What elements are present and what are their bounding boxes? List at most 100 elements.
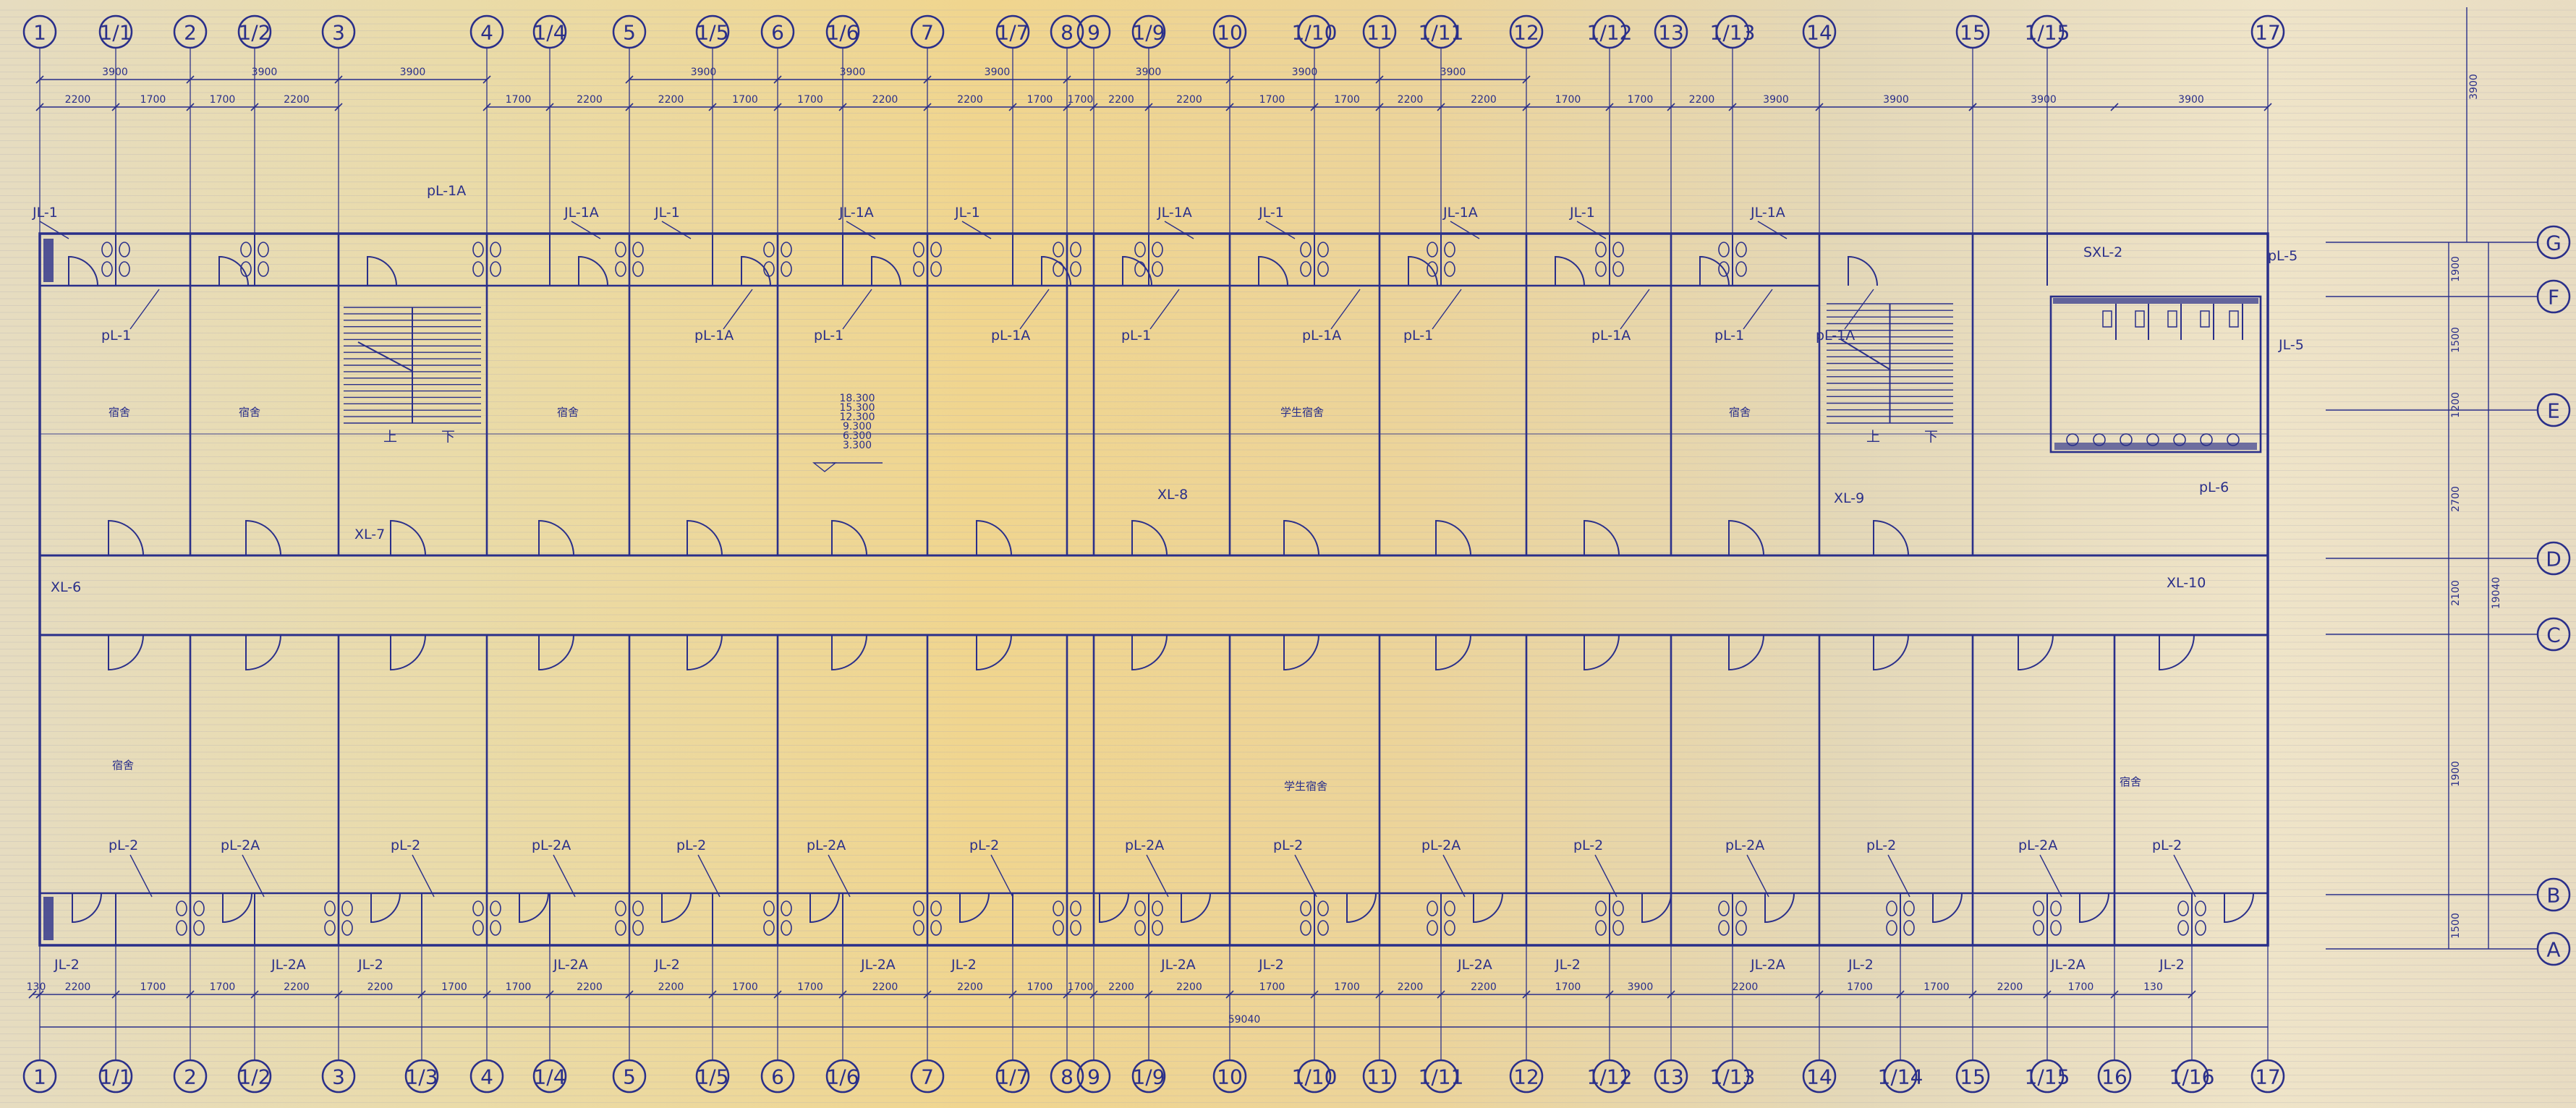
leader-line	[412, 854, 435, 898]
stair-mark-up: 上	[383, 429, 397, 445]
tag-bottom-pl: pL-2	[969, 838, 999, 853]
axis-label-top: 17	[2255, 21, 2281, 45]
leader-line	[571, 221, 601, 239]
dim-tick	[773, 75, 782, 84]
axis-label-top: 1/13	[1710, 21, 1756, 45]
toilet-icon	[763, 920, 775, 936]
axis-label-bottom: 1/1	[99, 1065, 132, 1089]
toilet-icon	[2177, 900, 2189, 916]
axis-label-row: B	[2546, 884, 2560, 908]
dim-tick	[2110, 103, 2119, 111]
dim-right-value: 1200	[2450, 392, 2462, 418]
leader-line	[990, 854, 1013, 898]
tag-top-pl: pL-1A	[694, 328, 734, 344]
tag-top-jl: JL-1	[1258, 205, 1284, 221]
dim-total-value: 59040	[1228, 1014, 1261, 1026]
dim-bottom-sub-value: 2200	[1471, 981, 1497, 993]
dim-tick	[334, 103, 343, 111]
dim-top-sub-value: 1700	[1555, 94, 1581, 106]
door-swing	[1873, 634, 1909, 671]
toilet-icon	[763, 900, 775, 916]
stair-left	[344, 307, 481, 424]
axis-label-top: 1/1	[99, 21, 132, 45]
tag-bottom-jl: JL-2A	[1160, 957, 1196, 973]
dim-tick	[545, 990, 554, 999]
door-swing	[390, 634, 426, 671]
toilet-icon	[2195, 920, 2206, 936]
tag-top-jl: JL-1A	[838, 205, 874, 221]
room-label-bottom-center: 学生宿舍	[1284, 780, 1327, 793]
dim-right-value: 2100	[2450, 580, 2462, 606]
toilet-icon	[258, 242, 269, 257]
tag-bottom-jl: JL-2	[654, 957, 680, 973]
door-swing	[1181, 892, 1211, 924]
door-swing	[831, 634, 867, 671]
axis-label-top: 9	[1087, 21, 1100, 45]
axis-label-bottom: 1/12	[1587, 1065, 1633, 1089]
toilet-icon	[176, 900, 187, 916]
dim-top-sub-value: 2200	[65, 94, 91, 106]
toilet-icon	[341, 920, 353, 936]
leader-line	[1844, 289, 1874, 330]
toilet-icon	[913, 920, 924, 936]
axis-label-bottom: 1/5	[696, 1065, 728, 1089]
room-label-bottom-right: 宿舍	[2120, 775, 2141, 788]
leader-line	[553, 854, 576, 898]
tag-bottom-pl: pL-2A	[532, 838, 571, 853]
tag-bottom-pl: pL-2	[1866, 838, 1896, 853]
toilet-icon	[2200, 310, 2210, 328]
leader-line	[129, 854, 153, 898]
toilet-icon	[615, 920, 626, 936]
tag-xl: XL-10	[2167, 575, 2206, 591]
toilet-icon	[1152, 242, 1163, 257]
toilet-icon	[930, 900, 942, 916]
stair-mark-down: 下	[1924, 429, 1938, 445]
dim-tick	[186, 103, 195, 111]
toilet-icon	[1070, 900, 1081, 916]
axis-label-bottom: 1/2	[238, 1065, 271, 1089]
dim-top-sub-value: 3900	[2178, 94, 2204, 106]
toilet-icon	[2033, 900, 2044, 916]
dim-bottom-sub-value: 2200	[284, 981, 310, 993]
axis-label-top: 14	[1806, 21, 1832, 45]
dim-top-sub-value: 1700	[506, 94, 532, 106]
dim-top-bays-value: 3900	[102, 67, 128, 78]
dim-bottom-sub-value: 1700	[1555, 981, 1581, 993]
toilet-icon	[1903, 900, 1915, 916]
dim-tick	[1144, 990, 1153, 999]
dim-bottom-sub-value: 1700	[1068, 981, 1094, 993]
toilet-icon	[1053, 920, 1064, 936]
toilet-icon	[101, 261, 113, 277]
dim-bottom-sub-value: 2200	[1733, 981, 1759, 993]
toilet-icon	[1134, 261, 1146, 277]
leader-line	[1594, 854, 1618, 898]
door-swing	[2224, 892, 2254, 924]
leader-line	[723, 289, 753, 330]
dim-tick	[111, 990, 120, 999]
axis-label-bottom: 7	[921, 1065, 934, 1089]
dim-tick	[1605, 103, 1614, 111]
tag-bottom-pl: pL-2A	[1125, 838, 1164, 853]
dim-top-sub-value: 2200	[658, 94, 684, 106]
toilet-icon	[490, 242, 501, 257]
toilet-icon	[1053, 242, 1064, 257]
dim-top-sub-value: 1700	[1259, 94, 1285, 106]
toilet-icon	[1444, 900, 1455, 916]
dim-tick	[838, 103, 847, 111]
tag-bottom-jl: JL-2A	[271, 957, 306, 973]
leader-line	[1620, 289, 1650, 330]
dim-tick	[1063, 103, 1071, 111]
door-swing	[390, 519, 426, 556]
door-swing	[1932, 892, 1963, 924]
toilet-icon	[1300, 242, 1312, 257]
tag-top-jl: JL-1	[654, 205, 680, 221]
door-swing	[1122, 255, 1152, 286]
dim-tick	[1310, 990, 1319, 999]
tag-bottom-pl: pL-2A	[807, 838, 846, 853]
leader-line	[1265, 221, 1296, 239]
tag-bottom-pl: pL-2A	[1421, 838, 1461, 853]
dim-tick	[1605, 990, 1614, 999]
leader-line	[1149, 289, 1180, 330]
dim-right-value: 1900	[2450, 256, 2462, 282]
